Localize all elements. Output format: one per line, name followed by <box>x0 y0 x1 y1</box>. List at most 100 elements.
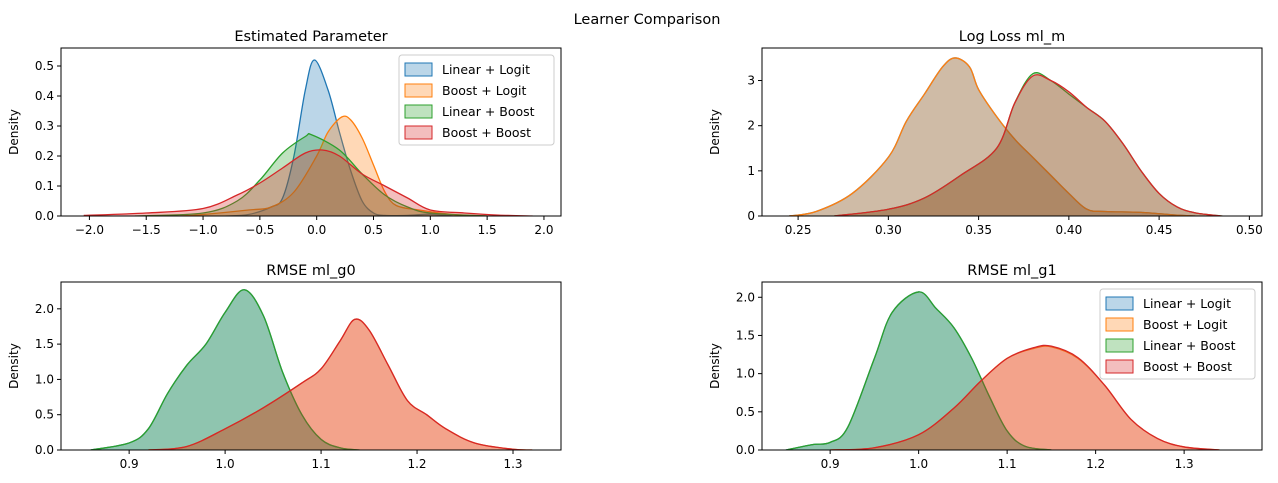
axes-frame <box>761 47 1263 217</box>
density-area-linear-logit <box>785 291 1052 450</box>
subplot-title: RMSE ml_g1 <box>967 263 1056 279</box>
x-tick-label: −1.0 <box>188 223 217 237</box>
legend-label: Boost + Boost <box>1143 359 1232 374</box>
x-tick-label: 1.0 <box>216 457 235 471</box>
density-area-linear-boost <box>134 133 488 216</box>
figure-title: Learner Comparison <box>574 12 721 28</box>
axes-frame <box>60 47 562 217</box>
legend-label: Linear + Boost <box>442 104 535 119</box>
legend-frame <box>398 54 555 146</box>
subplot-title: Estimated Parameter <box>234 29 387 45</box>
legend-swatch <box>1105 296 1134 311</box>
y-tick-label: 1 <box>747 164 755 178</box>
density-area-linear-boost <box>834 72 1223 216</box>
legend-label: Boost + Logit <box>1143 317 1228 332</box>
legend-swatch <box>404 83 433 98</box>
density-area-boost-logit <box>789 57 1196 216</box>
subplot-1: Estimated Parameter −2.0 −1.5 −1.0 −0.5 0.0 0.… <box>7 29 562 237</box>
y-tick-label: 0.0 <box>736 443 755 457</box>
y-tick-label: 1.0 <box>736 367 755 381</box>
y-tick-label: 0.5 <box>35 408 54 422</box>
x-tick-label: −2.0 <box>75 223 104 237</box>
plot-area <box>785 291 1220 450</box>
density-line-boost-boost <box>834 74 1223 216</box>
density-area-boost-logit <box>148 319 533 450</box>
legend-label: Linear + Logit <box>1143 296 1231 311</box>
subplot-2: Log Loss ml_m 0.25 0.30 0.35 0.40 0.45 0.50 0 1 2… <box>708 29 1263 237</box>
density-line-boost-boost <box>148 318 533 450</box>
x-tick-label: 0.5 <box>364 223 383 237</box>
x-tick-label: 0.9 <box>821 457 840 471</box>
x-tick-label: 1.2 <box>1086 457 1105 471</box>
legend-swatch <box>1105 338 1134 353</box>
density-area-boost-boost <box>830 345 1220 450</box>
x-tick-label: 0.9 <box>120 457 139 471</box>
y-tick-label: 2.0 <box>736 290 755 304</box>
y-axis-label: Density <box>7 109 21 155</box>
subplot-title: Log Loss ml_m <box>959 29 1065 45</box>
x-tick-label: 1.1 <box>998 457 1017 471</box>
y-tick-label: 1.0 <box>35 372 54 386</box>
x-tick-label: 0.0 <box>307 223 326 237</box>
subplot-title: RMSE ml_g0 <box>266 263 355 279</box>
subplot-3: RMSE ml_g0 0.9 1.0 1.1 1.2 1.3 0.0 0.5 1.0 1.5 2.0… <box>7 263 562 471</box>
legend: Linear + Logit Boost + Logit Linear + Boos… <box>1099 288 1256 380</box>
legend-label: Boost + Boost <box>442 125 531 140</box>
density-area-linear-logit <box>90 289 360 450</box>
legend-swatch <box>1105 317 1134 332</box>
density-line-linear-boost <box>785 291 1052 450</box>
density-area-boost-boost <box>83 149 533 216</box>
y-tick-label: 1.5 <box>35 337 54 351</box>
axes-frame <box>60 281 562 451</box>
density-line-boost-logit <box>180 115 488 216</box>
legend-swatch <box>404 62 433 77</box>
density-line-linear-boost <box>134 133 488 216</box>
y-axis-label: Density <box>708 109 722 155</box>
density-area-linear-logit <box>225 60 454 216</box>
y-axis-label: Density <box>7 343 21 389</box>
density-area-boost-logit <box>830 346 1220 450</box>
x-tick-label: 0.25 <box>785 223 812 237</box>
y-tick-label: 3 <box>747 74 755 88</box>
y-tick-label: 0.0 <box>35 443 54 457</box>
x-tick-label: 2.0 <box>534 223 553 237</box>
x-tick-label: 1.0 <box>909 457 928 471</box>
x-tick-label: 0.45 <box>1146 223 1173 237</box>
y-tick-label: 0.1 <box>35 179 54 193</box>
x-tick-label: 1.2 <box>407 457 426 471</box>
x-tick-label: 1.5 <box>478 223 497 237</box>
x-tick-label: 1.0 <box>421 223 440 237</box>
density-line-boost-boost <box>830 344 1220 450</box>
legend-label: Boost + Logit <box>442 83 527 98</box>
y-tick-label: 0.4 <box>35 89 54 103</box>
y-tick-label: 2 <box>747 119 755 133</box>
axes-frame <box>761 281 1263 451</box>
x-tick-label: 1.1 <box>312 457 331 471</box>
y-tick-label: 0.0 <box>35 209 54 223</box>
legend-frame <box>1099 288 1256 380</box>
y-axis-label: Density <box>708 343 722 389</box>
density-area-boost-boost <box>834 74 1223 216</box>
y-tick-label: 0.3 <box>35 119 54 133</box>
density-area-boost-boost <box>148 319 533 450</box>
density-area-boost-logit <box>180 116 488 216</box>
density-area-linear-logit <box>789 57 1196 216</box>
y-tick-label: 0.2 <box>35 149 54 163</box>
legend-swatch <box>404 125 433 140</box>
legend-label: Linear + Boost <box>1143 338 1236 353</box>
x-tick-label: 0.35 <box>965 223 992 237</box>
y-tick-label: 0 <box>747 209 755 223</box>
density-area-linear-boost <box>785 291 1052 450</box>
plot-area <box>90 289 533 450</box>
x-tick-label: −0.5 <box>245 223 274 237</box>
x-tick-label: 1.3 <box>1175 457 1194 471</box>
density-area-linear-boost <box>90 289 360 450</box>
x-tick-label: 0.50 <box>1236 223 1263 237</box>
y-tick-label: 2.0 <box>35 302 54 316</box>
legend-swatch <box>404 104 433 119</box>
x-tick-label: 0.30 <box>875 223 902 237</box>
legend: Linear + Logit Boost + Logit Linear + Boos… <box>398 54 555 146</box>
y-tick-label: 0.5 <box>35 59 54 73</box>
x-tick-label: 0.40 <box>1055 223 1082 237</box>
